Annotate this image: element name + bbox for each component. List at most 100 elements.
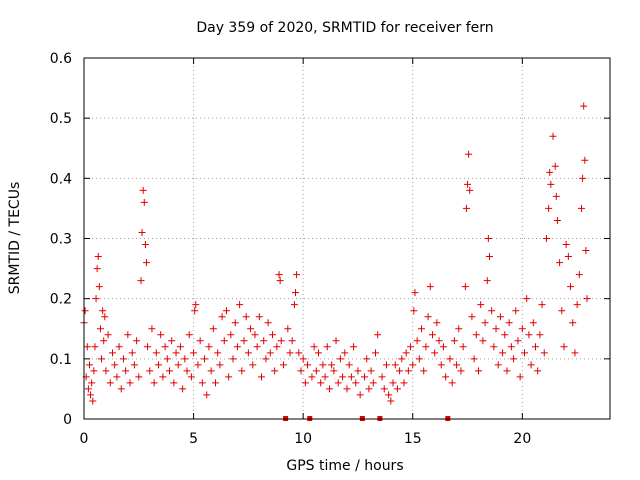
data-point [176,343,184,351]
data-point [465,150,473,158]
data-point [253,343,261,351]
data-point [297,367,305,375]
data-points [80,102,591,405]
data-point [409,361,417,369]
data-point [540,349,548,357]
data-point [227,331,235,339]
data-point [117,385,125,393]
data-point [479,337,487,345]
data-point [231,319,239,327]
data-point [402,349,410,357]
data-point [415,355,423,363]
data-point [138,228,146,236]
x-tick-label: 10 [294,431,312,447]
data-point [404,367,412,375]
data-point [183,367,191,375]
data-point [551,162,559,170]
data-point [249,361,257,369]
data-point [523,295,531,303]
data-point [442,373,450,381]
data-point [545,204,553,212]
data-point [92,295,100,303]
data-point [538,301,546,309]
data-point [437,361,445,369]
data-point [569,319,577,327]
data-point [354,367,362,375]
data-point [549,132,557,140]
data-point [424,313,432,321]
data-point [490,343,498,351]
data-point [341,349,349,357]
data-point [332,337,340,345]
data-point [336,355,344,363]
data-point [564,253,572,261]
data-point [385,391,393,399]
data-point [325,385,333,393]
data-point [578,204,586,212]
data-point [295,349,303,357]
x-tick-label: 5 [189,431,198,447]
data-point [323,343,331,351]
chart-title: Day 359 of 2020, SRMTID for receiver fer… [196,20,493,36]
data-point [165,367,173,375]
data-point [135,373,143,381]
data-point [310,343,318,351]
data-point [330,367,338,375]
data-point [505,319,513,327]
data-point [209,325,217,333]
data-point [483,277,491,285]
data-point [400,379,408,387]
data-point [464,180,472,188]
data-point [301,379,309,387]
data-point [410,307,418,315]
data-point [459,343,467,351]
data-point [521,349,529,357]
data-point [262,355,270,363]
data-point [481,319,489,327]
data-point [94,253,102,261]
data-point [431,349,439,357]
data-point [155,361,163,369]
data-point [525,331,533,339]
data-point [106,379,114,387]
data-point [461,283,469,291]
data-point [560,343,568,351]
data-point [317,379,325,387]
data-point [137,277,145,285]
data-point [236,301,244,309]
data-point [233,343,241,351]
data-point [99,307,107,315]
data-point [453,361,461,369]
data-point [284,325,292,333]
data-point [100,337,108,345]
data-point [124,331,132,339]
data-point [501,331,509,339]
data-point [108,349,116,357]
data-point [374,331,382,339]
data-point [299,355,307,363]
data-point [240,337,248,345]
data-point [573,301,581,309]
data-point [196,337,204,345]
data-point [516,373,524,381]
data-point [369,379,377,387]
data-point [142,259,150,267]
data-point [194,361,202,369]
data-point [286,349,294,357]
data-point [556,259,564,267]
data-point [141,241,149,249]
data-point [181,355,189,363]
data-point [428,331,436,339]
data-point [507,343,515,351]
data-point [91,343,99,351]
data-point [185,331,193,339]
data-point [363,355,371,363]
data-point [229,355,237,363]
data-point [583,295,591,303]
data-point [356,391,364,399]
data-point [382,361,390,369]
data-point [398,355,406,363]
axis-ticks [83,57,610,420]
data-point [115,343,123,351]
data-point [343,385,351,393]
